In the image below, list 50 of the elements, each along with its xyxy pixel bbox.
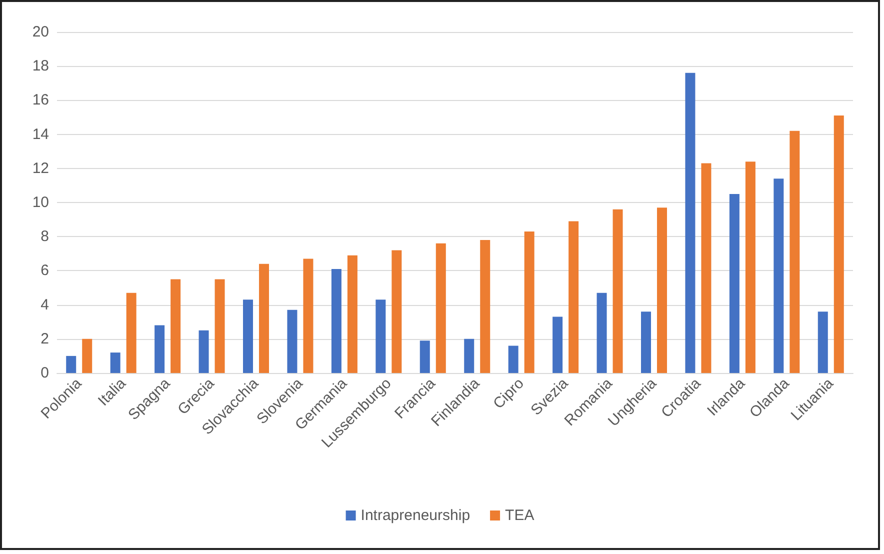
- bar: [524, 231, 534, 373]
- bar: [259, 264, 269, 373]
- y-tick-label: 12: [32, 160, 49, 177]
- bar: [66, 356, 76, 373]
- y-tick-label: 18: [32, 58, 49, 75]
- bar: [110, 352, 120, 373]
- legend-label: Intrapreneurship: [360, 507, 470, 524]
- bar: [347, 255, 358, 373]
- bar: [154, 325, 165, 373]
- bar: [774, 178, 784, 373]
- y-tick-label: 2: [40, 330, 49, 348]
- bar: [568, 221, 579, 373]
- bar: [331, 268, 342, 373]
- bar: [303, 258, 314, 373]
- y-tick-label: 6: [40, 262, 49, 280]
- bar: [436, 243, 446, 373]
- bar: [420, 340, 430, 373]
- y-tick-label: 4: [40, 296, 49, 314]
- bar: [214, 279, 225, 373]
- bar: [82, 338, 92, 373]
- bar: [376, 300, 386, 373]
- bar: [745, 162, 756, 373]
- bar: [729, 194, 740, 373]
- bar: [126, 292, 136, 373]
- bar: [701, 163, 712, 373]
- bar: [818, 312, 828, 373]
- y-tick-label: 16: [32, 92, 49, 109]
- bar: [480, 240, 490, 373]
- x-tick-label: Italia: [94, 374, 130, 410]
- y-tick-label: 8: [40, 228, 49, 246]
- y-tick-label: 20: [32, 24, 49, 40]
- bar: [685, 72, 696, 373]
- y-tick-label: 0: [40, 364, 49, 382]
- bar: [287, 310, 298, 373]
- bar: [641, 312, 651, 373]
- y-tick-label: 10: [32, 194, 49, 211]
- y-tick-label: 14: [32, 126, 49, 143]
- bar: [552, 316, 563, 373]
- bar: [834, 116, 844, 373]
- bar: [170, 279, 181, 373]
- bar: [243, 300, 253, 373]
- bar: [198, 330, 209, 373]
- bar: [596, 292, 607, 373]
- bar: [790, 130, 800, 373]
- bar: [508, 346, 518, 373]
- bar: [464, 338, 474, 373]
- bar: [392, 250, 402, 373]
- bar: [612, 209, 623, 373]
- legend-label: TEA: [505, 507, 534, 524]
- bar: [657, 208, 667, 373]
